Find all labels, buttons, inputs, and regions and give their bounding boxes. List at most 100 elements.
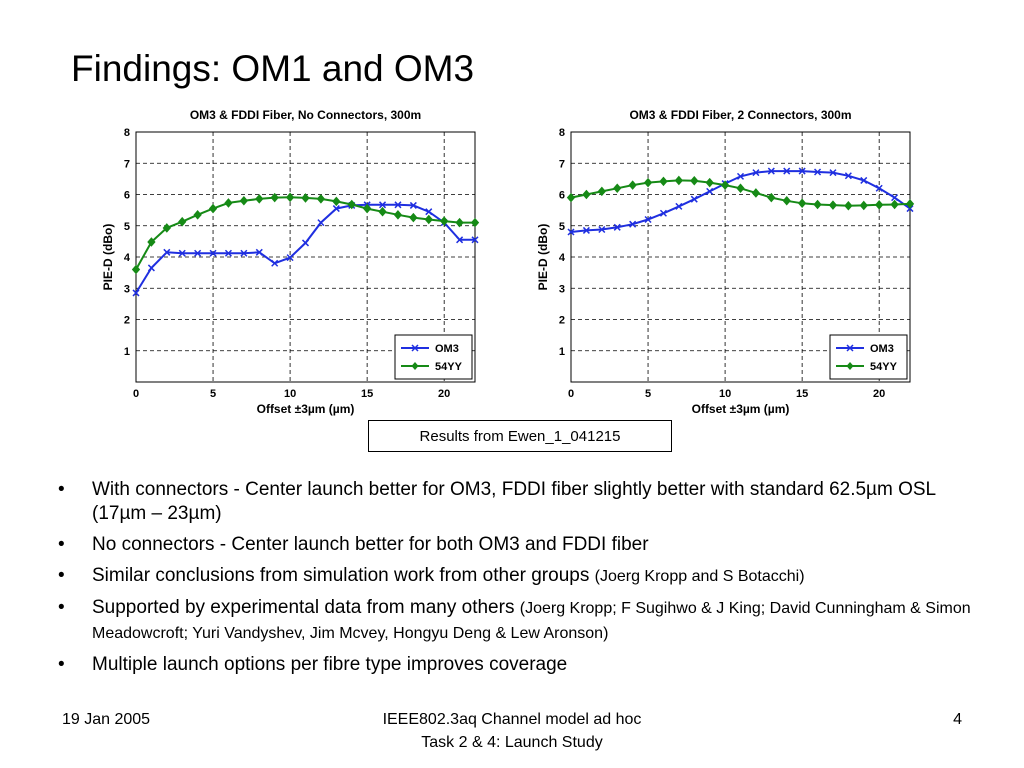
- data-point: [301, 193, 310, 203]
- data-point: [659, 209, 667, 217]
- bullet-text: Multiple launch options per fibre type i…: [92, 654, 568, 675]
- data-point: [178, 249, 186, 257]
- data-point: [270, 192, 279, 203]
- data-point: [455, 217, 464, 228]
- data-point: [240, 249, 248, 257]
- bullet-item: • Multiple launch options per fibre type …: [58, 653, 988, 677]
- data-point: [379, 201, 387, 209]
- y-tick-label: 3: [124, 283, 130, 295]
- x-tick-label: 20: [438, 388, 450, 400]
- data-point: [798, 167, 806, 175]
- data-point: [285, 192, 295, 203]
- chart-legend: OM3 54YY: [394, 334, 473, 380]
- y-tick-label: 1: [559, 346, 565, 358]
- legend-marker: [846, 344, 854, 352]
- data-point: [597, 186, 606, 197]
- data-point: [659, 176, 668, 187]
- data-point: [162, 223, 171, 233]
- slide-title: Findings: OM1 and OM3: [71, 48, 475, 89]
- data-point: [767, 167, 775, 175]
- data-point: [409, 201, 417, 209]
- y-tick-label: 4: [559, 252, 566, 264]
- data-point: [208, 203, 218, 214]
- data-point: [131, 264, 141, 275]
- results-caption: Results from Ewen_1_041215: [368, 420, 672, 452]
- x-tick-label: 10: [719, 388, 731, 400]
- y-tick-label: 1: [124, 346, 130, 358]
- legend-marker: [411, 362, 419, 370]
- legend-label: 54YY: [870, 361, 898, 373]
- data-point: [905, 199, 915, 209]
- y-tick-label: 5: [559, 221, 565, 233]
- data-point: [674, 175, 684, 186]
- bullet-item: • Supported by experimental data from man…: [58, 596, 988, 646]
- data-point: [224, 198, 233, 208]
- data-point: [613, 223, 621, 231]
- bullet-citation: (Joerg Kropp and S Botacchi): [594, 568, 805, 585]
- data-point: [566, 192, 576, 203]
- data-point: [271, 259, 279, 267]
- x-axis-label: Offset ±3µm (µm): [257, 402, 355, 416]
- data-point: [332, 196, 341, 207]
- footer-center-line2: Task 2 & 4: Launch Study: [421, 734, 603, 751]
- data-point: [628, 180, 637, 190]
- data-point: [316, 194, 326, 204]
- chart-legend: OM3 54YY: [829, 334, 908, 380]
- bullet-marker: •: [58, 597, 65, 618]
- x-axis-label: Offset ±3µm (µm): [692, 402, 790, 416]
- data-point: [644, 215, 652, 224]
- data-point: [440, 216, 449, 226]
- data-point: [567, 228, 575, 236]
- y-tick-label: 4: [124, 252, 131, 264]
- chart-no-connectors: OM3 & FDDI Fiber, No Connectors, 300m 0 5 1…: [98, 102, 483, 417]
- data-point: [797, 198, 807, 209]
- legend-box: [394, 334, 473, 380]
- footer-date: 19 Jan 2005: [62, 711, 151, 728]
- chart-title: OM3 & FDDI Fiber, No Connectors, 300m: [190, 108, 421, 122]
- data-point: [751, 188, 761, 198]
- bullet-marker: •: [58, 534, 65, 555]
- data-point: [813, 199, 822, 210]
- legend-label: 54YY: [435, 361, 463, 373]
- data-point: [301, 239, 310, 247]
- x-tick-label: 0: [568, 388, 574, 400]
- data-point: [675, 202, 683, 210]
- data-point: [860, 176, 868, 184]
- chart-svg: OM3 & FDDI Fiber, 2 Connectors, 300m 0 5 10…: [536, 108, 915, 416]
- data-point: [239, 195, 249, 206]
- data-point: [613, 183, 622, 194]
- y-tick-label: 6: [124, 190, 130, 202]
- data-point: [209, 249, 217, 257]
- data-point: [690, 195, 698, 203]
- data-point: [582, 226, 590, 234]
- x-tick-label: 5: [645, 388, 651, 400]
- x-tick-label: 0: [133, 388, 139, 400]
- data-point: [393, 210, 403, 220]
- data-point: [720, 180, 730, 190]
- data-point: [132, 289, 140, 297]
- data-point: [890, 199, 899, 210]
- chart-svg: OM3 & FDDI Fiber, No Connectors, 300m 0 5 1…: [101, 108, 480, 416]
- data-point: [643, 177, 653, 188]
- x-tick-label: 10: [284, 388, 296, 400]
- data-point: [317, 219, 325, 227]
- legend-box: [829, 334, 908, 380]
- data-point: [844, 172, 852, 180]
- data-point: [828, 200, 838, 210]
- y-tick-label: 3: [559, 283, 565, 295]
- y-tick-label: 7: [559, 158, 565, 170]
- data-point: [705, 177, 714, 188]
- data-point: [629, 220, 637, 228]
- data-point: [194, 249, 202, 257]
- bullet-list: • With connectors - Center launch better …: [58, 478, 988, 684]
- bullet-item: • No connectors - Center launch better fo…: [58, 533, 988, 557]
- data-point: [875, 200, 884, 210]
- y-axis-label: PIE-D (dBo): [101, 224, 115, 291]
- data-point: [378, 206, 387, 217]
- bullet-text: Supported by experimental data from many…: [92, 597, 520, 618]
- data-point: [783, 167, 791, 175]
- data-point: [178, 216, 187, 227]
- x-tick-label: 15: [796, 388, 808, 400]
- data-point: [690, 175, 699, 186]
- data-point: [582, 189, 591, 200]
